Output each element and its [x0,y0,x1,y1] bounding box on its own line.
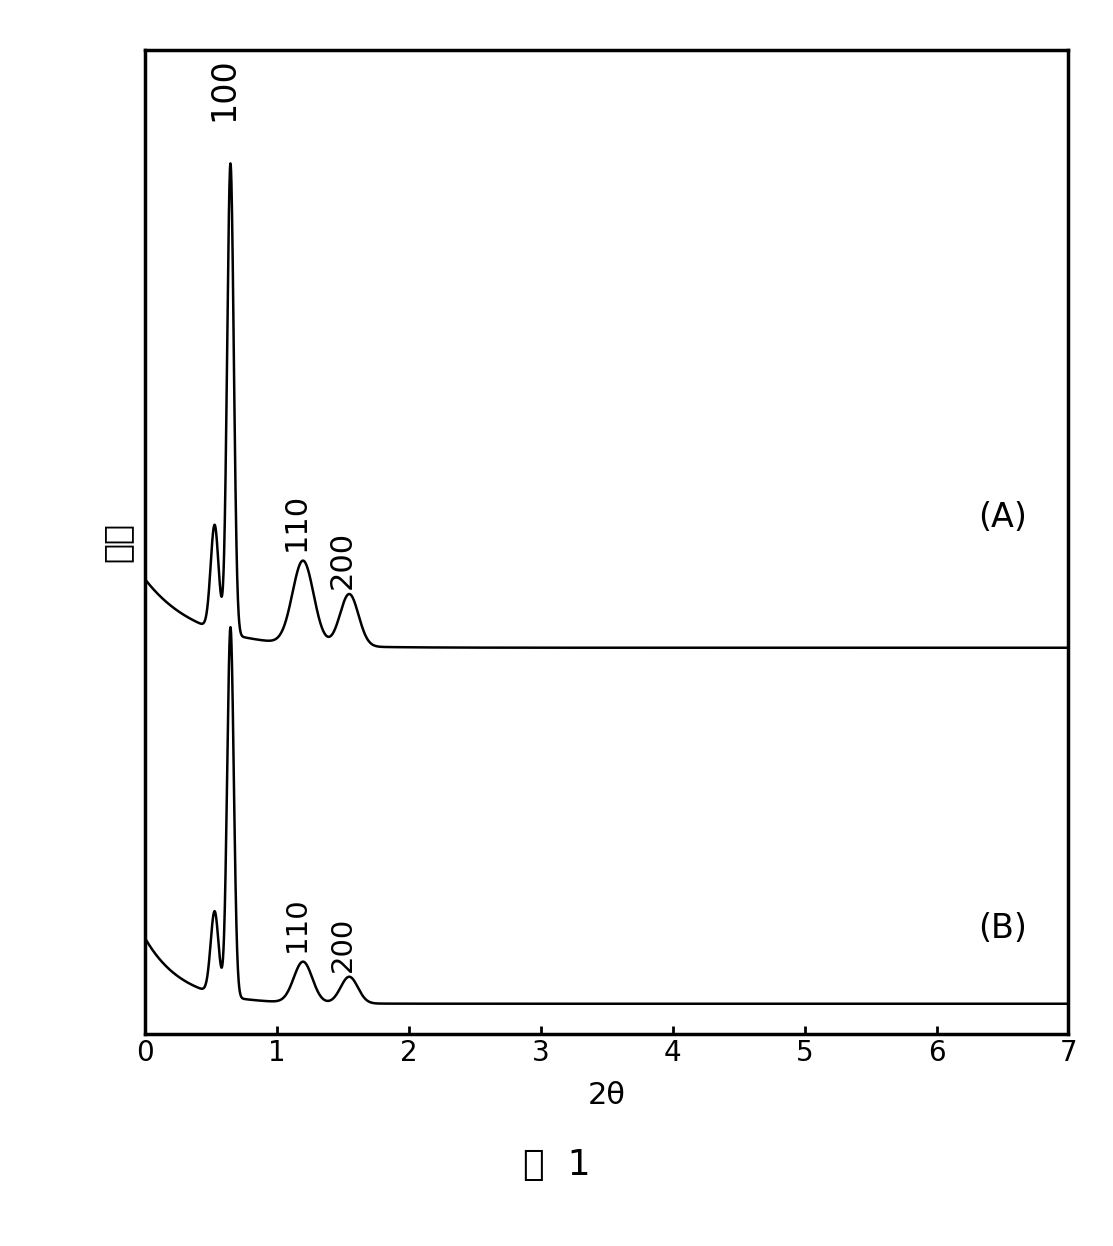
Text: (A): (A) [978,501,1027,533]
Text: (B): (B) [978,912,1027,944]
Text: 图  1: 图 1 [523,1148,590,1182]
Text: 110: 110 [282,493,311,551]
Text: 110: 110 [283,897,311,952]
Y-axis label: 强度: 强度 [100,522,134,562]
Text: 200: 200 [328,917,356,972]
Text: 200: 200 [328,531,357,589]
X-axis label: 2θ: 2θ [588,1082,626,1110]
Text: 100: 100 [207,57,240,121]
